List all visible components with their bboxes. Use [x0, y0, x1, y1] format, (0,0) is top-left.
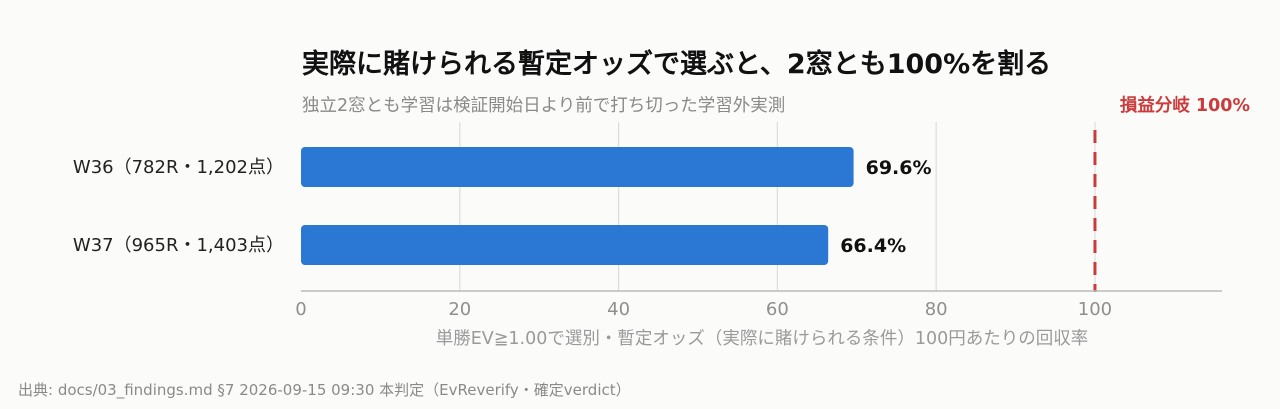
bar	[301, 147, 854, 187]
grid-layer: 0 20 40 60 80 100	[295, 122, 1112, 320]
x-tick-label: 80	[925, 299, 948, 320]
x-tick-label: 20	[448, 299, 471, 320]
x-tick-label: 100	[1078, 299, 1112, 320]
chart-title: 実際に賭けられる暫定オッズで選ぶと、2窓とも100%を割る	[302, 48, 1051, 80]
data-label: 69.6%	[866, 157, 932, 179]
x-axis-label: 単勝EV≧1.00で選別・暫定オッズ（実際に賭けられる条件）100円あたりの回収…	[436, 329, 1089, 349]
category-label: W37（965R・1,403点）	[73, 235, 284, 256]
source-note: 出典: docs/03_findings.md §7 2026-09-15 09…	[18, 381, 631, 399]
x-tick-label: 0	[295, 299, 306, 320]
bar	[301, 225, 829, 265]
category-label: W36（782R・1,202点）	[73, 157, 284, 178]
chart-subtitle: 独立2窓とも学習は検証開始日より前で打ち切った学習外実測	[302, 96, 785, 116]
data-label: 66.4%	[840, 235, 906, 257]
x-tick-label: 60	[766, 299, 789, 320]
bar-layer: W36（782R・1,202点） 69.6% W37（965R・1,403点） 66.…	[73, 147, 932, 265]
breakeven-label: 損益分岐 100%	[1120, 95, 1250, 116]
x-tick-label: 40	[607, 299, 630, 320]
